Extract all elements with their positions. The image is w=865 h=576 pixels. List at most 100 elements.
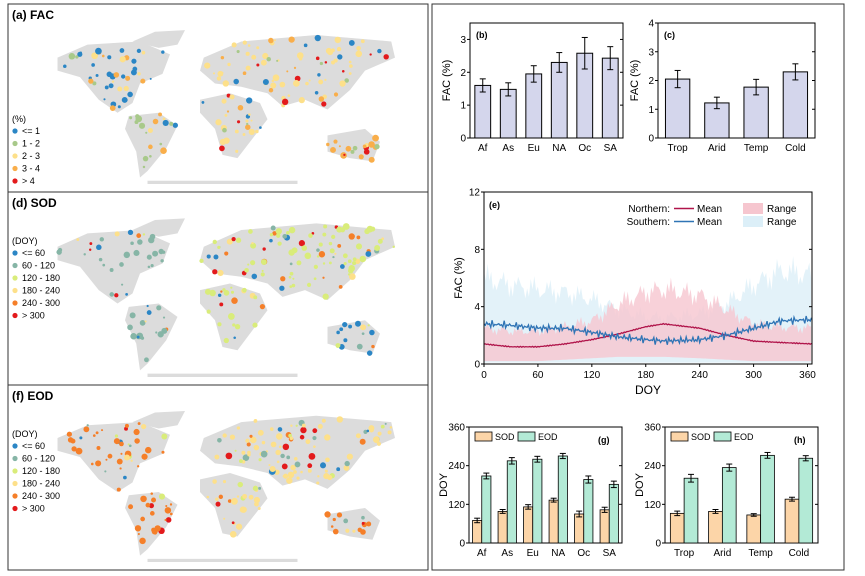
site-marker — [148, 144, 153, 150]
x-tick-label: 60 — [532, 370, 544, 381]
site-marker — [146, 254, 152, 260]
site-marker — [300, 470, 303, 474]
site-marker — [342, 223, 350, 230]
site-marker — [124, 423, 129, 428]
site-marker — [164, 507, 172, 514]
bar — [474, 84, 492, 139]
site-marker — [288, 226, 296, 234]
legend-label: 180 - 240 — [22, 479, 60, 489]
site-marker — [124, 454, 130, 461]
site-marker — [270, 441, 277, 448]
site-marker — [369, 53, 372, 56]
x-tick-label: Af — [478, 143, 488, 154]
site-marker — [231, 237, 236, 242]
legend-label: SOD — [691, 432, 711, 442]
site-marker — [165, 517, 172, 523]
site-marker — [152, 118, 159, 125]
site-marker — [251, 273, 258, 280]
site-marker — [233, 78, 239, 85]
site-marker — [142, 233, 146, 236]
site-marker — [356, 343, 363, 350]
site-marker — [199, 258, 204, 264]
site-marker — [277, 241, 282, 246]
site-marker — [319, 61, 324, 66]
site-marker — [121, 74, 126, 79]
site-marker — [346, 453, 353, 460]
site-marker — [368, 156, 375, 163]
site-marker — [141, 453, 148, 460]
eod-bar — [481, 475, 492, 544]
site-marker — [217, 269, 224, 277]
site-marker — [323, 473, 330, 480]
legend-marker — [12, 455, 18, 462]
legend-label: Mean — [697, 217, 722, 228]
site-marker — [224, 113, 228, 117]
legend-swatch — [743, 203, 763, 214]
y-tick-label: 120 — [448, 500, 465, 511]
site-marker — [136, 48, 142, 54]
site-marker — [131, 58, 137, 64]
plot-frame — [469, 22, 624, 139]
site-marker — [120, 452, 123, 455]
site-marker — [293, 457, 298, 461]
site-marker — [347, 267, 354, 274]
chart-0: 0 1 2 3 Af As Eu NA Oc SA (b) FAC (%) — [441, 22, 624, 154]
sod-bar — [548, 499, 559, 544]
site-marker — [149, 511, 155, 516]
site-marker — [225, 452, 233, 460]
site-marker — [147, 128, 153, 134]
site-marker — [66, 431, 73, 437]
site-marker — [360, 39, 365, 44]
site-marker — [328, 241, 333, 246]
plot-frame — [468, 426, 623, 544]
site-marker — [352, 257, 357, 262]
site-marker — [75, 447, 83, 455]
landmass — [200, 93, 268, 159]
site-marker — [282, 475, 285, 478]
site-marker — [140, 78, 146, 84]
site-marker — [245, 65, 251, 71]
bar — [550, 61, 568, 139]
site-marker — [336, 226, 343, 233]
sod-bar — [669, 512, 685, 544]
site-marker — [316, 481, 320, 485]
x-tick-label: Trop — [674, 548, 695, 559]
x-tick-label: Cold — [789, 548, 810, 559]
legend-marker — [12, 312, 18, 319]
x-tick-label: NA — [551, 548, 565, 559]
panel-label: (h) — [794, 435, 806, 445]
site-marker — [119, 262, 124, 267]
site-marker — [103, 98, 106, 101]
landmass — [125, 303, 178, 371]
site-marker — [114, 293, 119, 298]
legend-marker — [12, 262, 18, 269]
site-marker — [288, 36, 295, 43]
site-marker — [342, 321, 348, 328]
site-marker — [133, 249, 140, 257]
site-marker — [235, 523, 243, 530]
site-marker — [298, 240, 305, 247]
site-marker — [332, 517, 336, 522]
legend-label: Southern: — [627, 217, 670, 228]
site-marker — [276, 460, 280, 464]
site-marker — [162, 119, 169, 127]
site-marker — [212, 479, 217, 484]
site-marker — [330, 525, 334, 528]
site-marker — [377, 48, 382, 54]
site-marker — [294, 461, 301, 468]
site-marker — [242, 133, 246, 136]
site-marker — [169, 512, 173, 516]
site-marker — [90, 462, 94, 466]
site-marker — [108, 83, 114, 89]
y-tick-label: 1 — [460, 101, 466, 112]
site-marker — [147, 265, 151, 269]
site-marker — [151, 497, 156, 503]
site-marker — [355, 50, 363, 58]
site-marker — [215, 119, 222, 126]
site-marker — [119, 441, 124, 447]
site-marker — [246, 122, 249, 126]
site-marker — [313, 277, 317, 281]
site-marker — [322, 276, 325, 279]
y-tick-label: 0 — [460, 134, 466, 145]
site-marker — [287, 471, 295, 479]
